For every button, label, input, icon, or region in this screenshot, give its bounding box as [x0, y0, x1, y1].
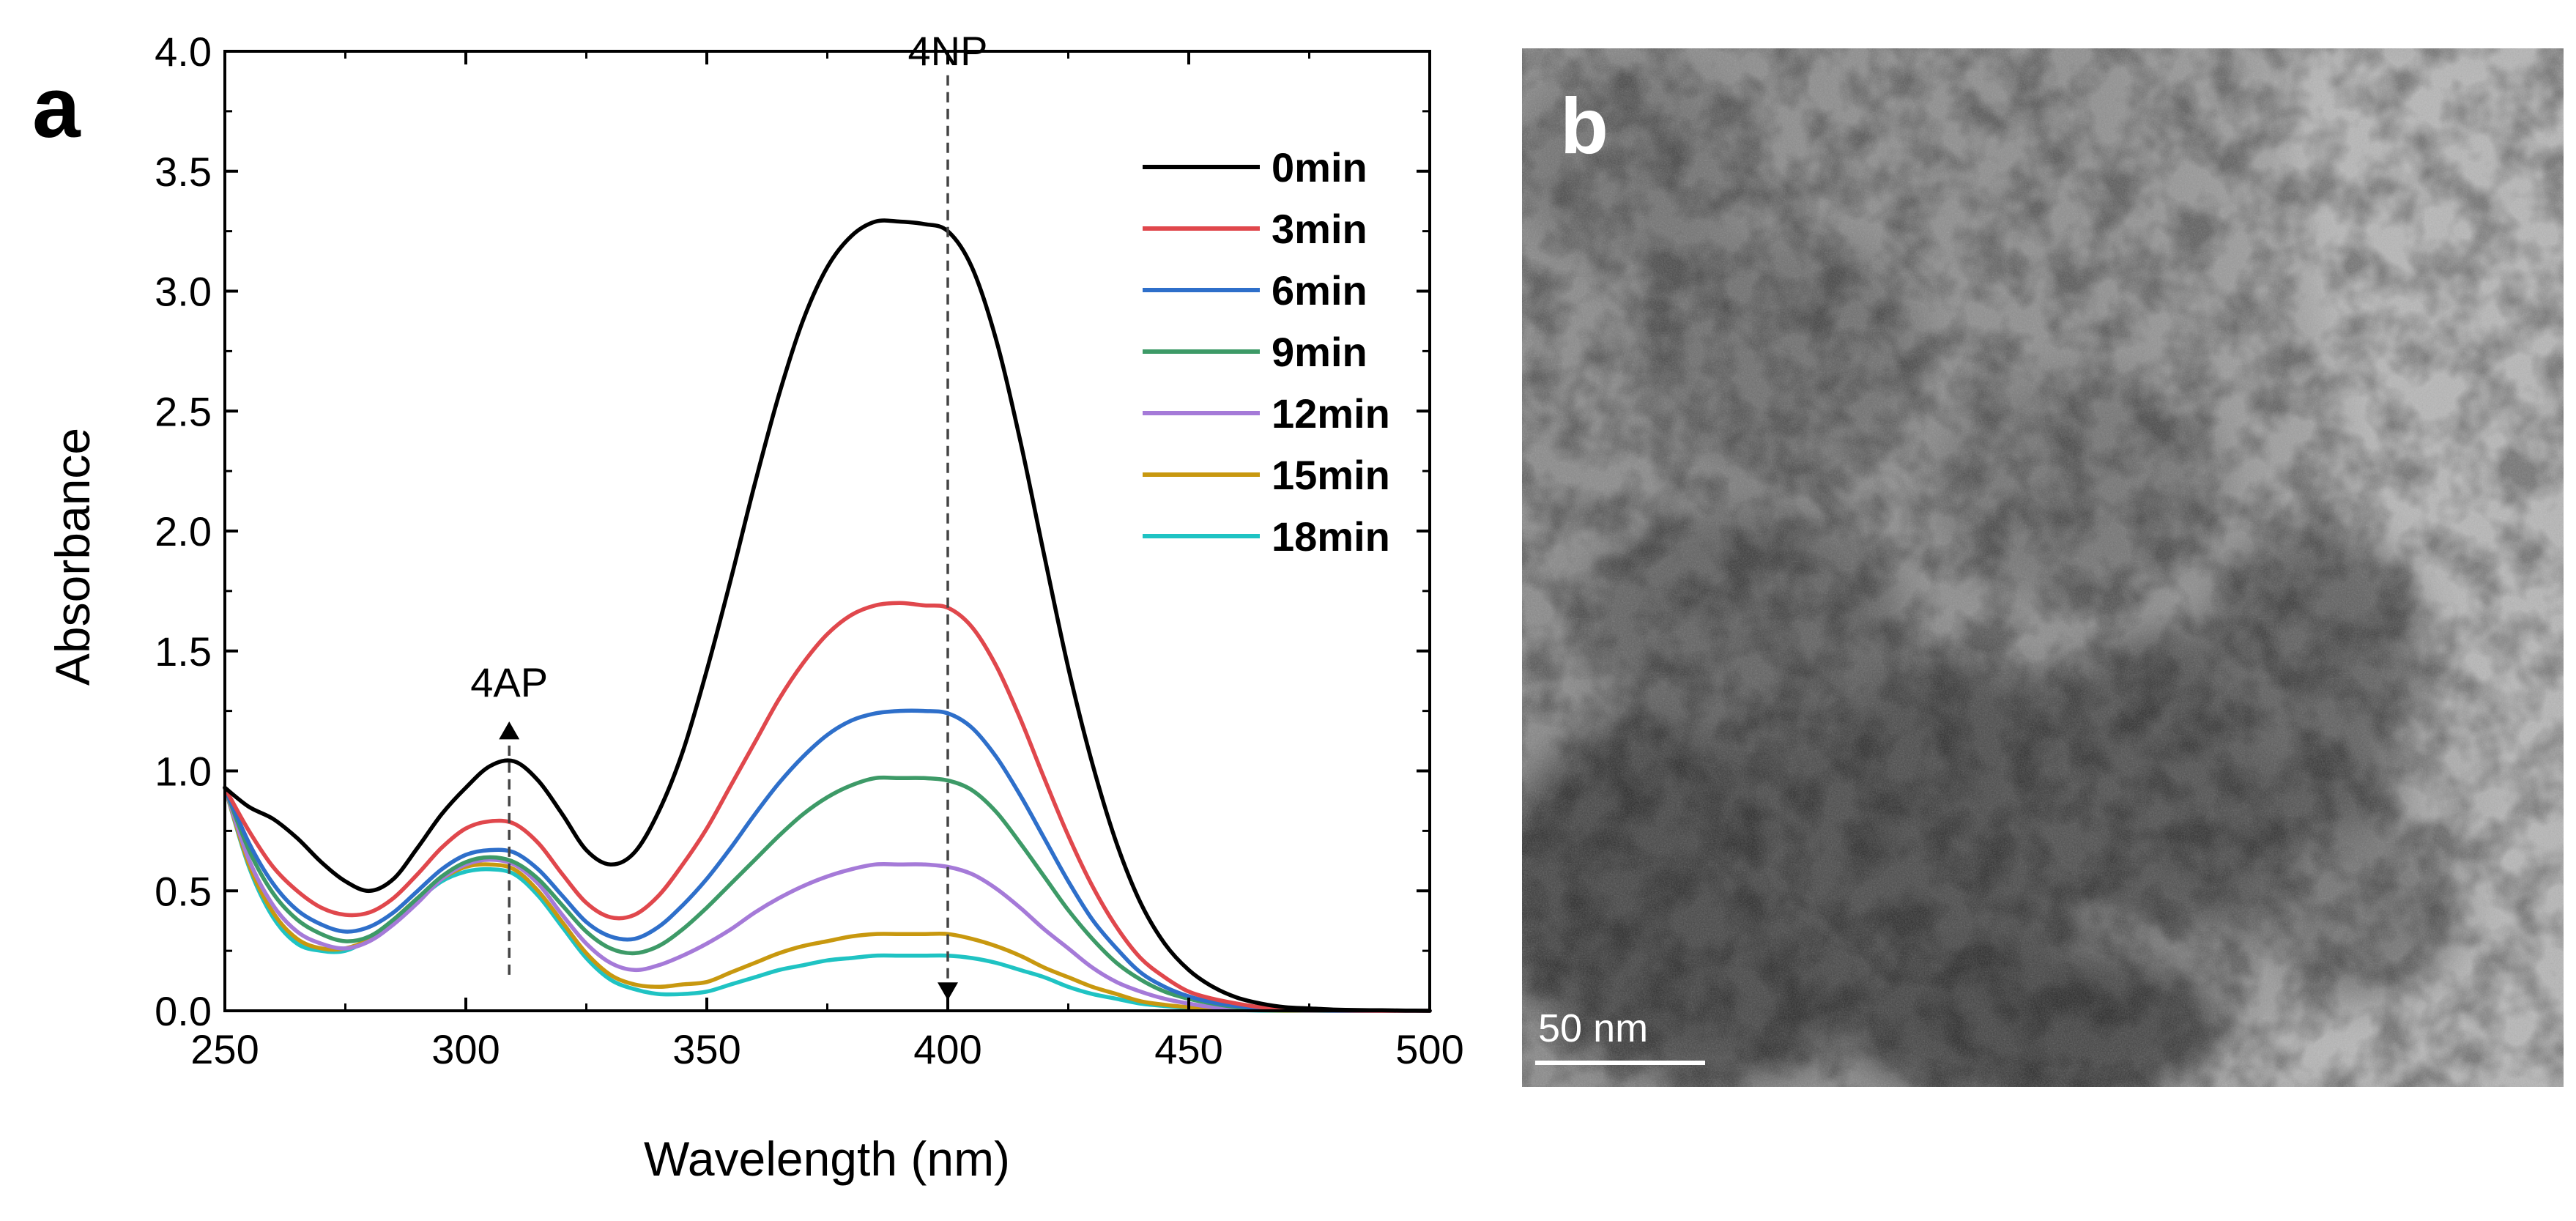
x-tick-label: 400: [913, 1026, 981, 1072]
y-tick-label: 0.0: [155, 988, 212, 1034]
y-tick-label: 0.5: [155, 868, 212, 914]
y-tick-label: 3.0: [155, 269, 212, 315]
y-tick-label: 2.5: [155, 388, 212, 434]
panel-letter-a: a: [32, 59, 81, 156]
y-tick-label: 1.0: [155, 749, 212, 795]
series-line-12min: [223, 785, 1432, 1013]
panel-b-tem-image: b 50 nm: [1522, 48, 2564, 1087]
series-line-18min: [223, 785, 1432, 1013]
panel-a: a 4NP 4AP 250 300 350 400 450 500 0.0 0.5 1.0 1.5 2…: [32, 28, 1464, 1186]
x-tick-label: 350: [672, 1026, 740, 1072]
legend-label-0min: 0min: [1272, 144, 1367, 190]
y-axis-label: Absorbance: [45, 428, 100, 686]
annotation-arrowhead-4AP: [499, 721, 520, 740]
annotation-label-4AP: 4AP: [470, 659, 548, 705]
x-tick-label: 450: [1154, 1026, 1222, 1072]
series-line-15min: [223, 785, 1432, 1013]
scale-bar-label: 50 nm: [1538, 1006, 1649, 1050]
legend-label-3min: 3min: [1272, 206, 1367, 252]
legend-label-6min: 6min: [1272, 267, 1367, 313]
legend-label-18min: 18min: [1272, 513, 1390, 560]
series-line-6min: [223, 708, 1432, 1013]
x-tick-label: 250: [190, 1026, 259, 1072]
series-line-0min: [223, 218, 1432, 1013]
x-axis-label: Wavelength (nm): [644, 1132, 1010, 1186]
legend-label-15min: 15min: [1272, 452, 1390, 498]
legend-label-9min: 9min: [1272, 329, 1367, 375]
panel-letter-b: b: [1560, 81, 1608, 170]
y-tick-label: 1.5: [155, 628, 212, 675]
y-tick-label: 3.5: [155, 149, 212, 195]
series-line-9min: [223, 775, 1432, 1013]
x-tick-label: 500: [1395, 1026, 1463, 1072]
scale-bar: [1535, 1061, 1705, 1065]
tem-micrograph: [1522, 48, 2564, 1087]
y-tick-label: 4.0: [155, 29, 212, 75]
y-tick-label: 2.0: [155, 508, 212, 554]
annotation-arrowhead-4NP: [938, 982, 958, 1001]
series-line-3min: [223, 601, 1432, 1013]
legend-label-12min: 12min: [1272, 390, 1390, 437]
x-tick-label: 300: [431, 1026, 500, 1072]
